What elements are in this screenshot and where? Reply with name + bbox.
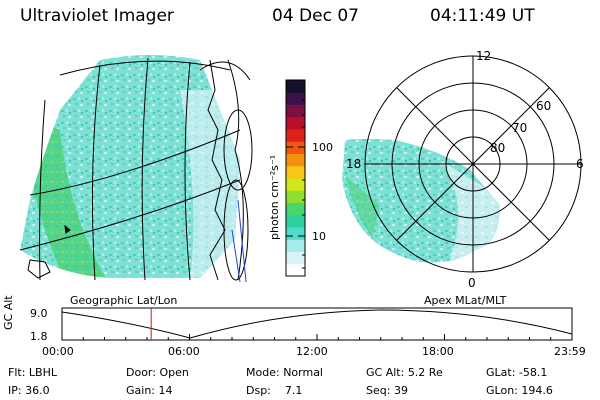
status-mode: Mode: Normal	[246, 366, 323, 379]
altitude-ytick-min: 1.8	[30, 330, 48, 343]
colorbar-segment	[286, 202, 305, 216]
status-filter-value: LBHL	[28, 366, 57, 379]
status-seq: Seq: 39	[366, 384, 408, 397]
colorbar-segment	[286, 227, 305, 240]
status-door-value: Open	[159, 366, 189, 379]
time-label: 04:11:49 UT	[430, 6, 535, 26]
colorbar-segment	[286, 104, 305, 118]
lat-label-70: 70	[512, 121, 527, 135]
colorbar-segment	[286, 165, 305, 179]
altitude-plot	[61, 307, 573, 341]
altitude-xtick-2: 12:00	[296, 345, 328, 358]
altitude-ytick-max: 9.0	[30, 307, 48, 320]
map-meridians	[19, 57, 241, 281]
mlt-label-18: 18	[346, 157, 361, 171]
status-gc-alt: GC Alt: 5.2 Re	[366, 366, 443, 379]
polar-projection-label: Apex MLat/MLT	[424, 294, 507, 307]
status-glon: GLon: 194.6	[486, 384, 553, 397]
colorbar-segment	[286, 129, 305, 142]
status-ip-value: 36.0	[25, 384, 50, 397]
mlt-label-0: 0	[468, 276, 476, 290]
colorbar-tick-10: 10	[312, 230, 326, 243]
colorbar-segment	[286, 178, 305, 191]
colorbar-unit-label: photon cm⁻²s⁻¹	[268, 155, 281, 240]
colorbar-segment	[286, 92, 305, 105]
status-gc-alt-value: 5.2 Re	[407, 366, 443, 379]
status-seq-value: 39	[393, 384, 408, 397]
lat-label-60: 60	[536, 99, 551, 113]
status-door: Door: Open	[126, 366, 189, 379]
colorbar-tick-100: 100	[312, 141, 333, 154]
colorbar-segment	[286, 153, 305, 167]
colorbar-segment	[286, 190, 305, 203]
altitude-xtick-0: 00:00	[42, 345, 74, 358]
polar-plot: 12 18 6 0 60 70 80	[342, 49, 584, 290]
status-mode-value: Normal	[283, 366, 323, 379]
status-dsp-value: 7.1	[284, 384, 303, 397]
mlt-label-6: 6	[576, 157, 584, 171]
colorbar-segment	[286, 116, 305, 130]
status-filter: Flt: LBHL	[8, 366, 57, 379]
status-dsp: Dsp: 7.1	[246, 384, 303, 397]
colorbar-segment	[286, 239, 305, 252]
colorbar-segment	[286, 80, 305, 93]
projection-label: Geographic Lat/Lon	[70, 294, 178, 307]
status-glat-value: -58.1	[518, 366, 548, 379]
status-glon-value: 194.6	[521, 384, 553, 397]
altitude-xtick-4: 23:59	[554, 345, 586, 358]
mlt-label-12: 12	[476, 49, 491, 63]
colorbar-segment	[286, 141, 305, 154]
instrument-title: Ultraviolet Imager	[20, 6, 174, 26]
colorbar-segment	[286, 214, 305, 228]
status-ip: IP: 36.0	[8, 384, 50, 397]
altitude-xtick-1: 06:00	[168, 345, 200, 358]
date-label: 04 Dec 07	[272, 6, 359, 26]
status-glat: GLat: -58.1	[486, 366, 548, 379]
status-gain-value: 14	[158, 384, 173, 397]
altitude-xtick-3: 18:00	[422, 345, 454, 358]
status-gain: Gain: 14	[126, 384, 173, 397]
colorbar-segment	[286, 251, 305, 265]
geographic-map	[19, 55, 253, 283]
altitude-ylabel: GC Alt	[2, 295, 15, 330]
colorbar-segment	[286, 263, 305, 277]
colorbar: 100 10 photon cm⁻²s⁻¹	[268, 79, 333, 277]
lat-label-80: 80	[490, 141, 505, 155]
coastline	[27, 59, 253, 281]
